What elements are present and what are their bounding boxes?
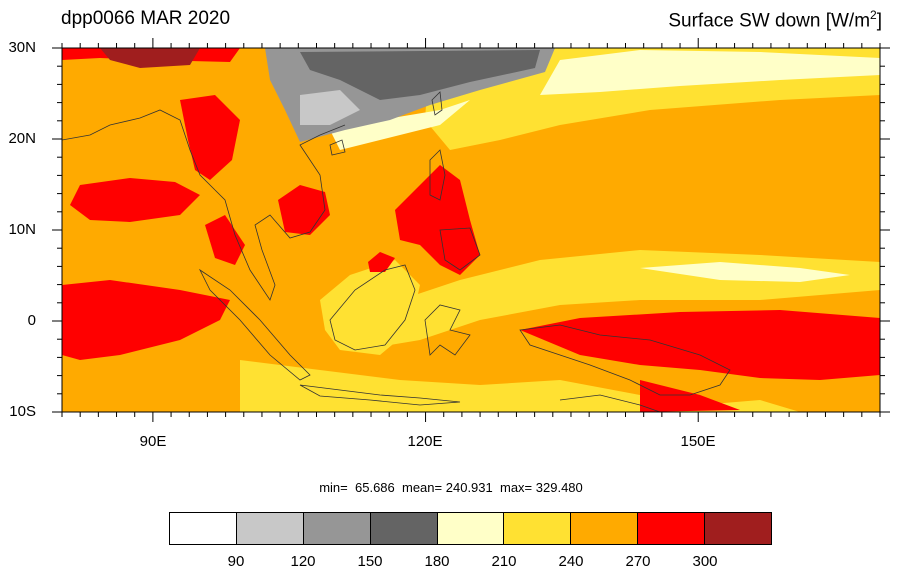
- coast-sumatra: [198, 268, 311, 381]
- colorbar-swatch: [370, 513, 438, 544]
- coast-sulawesi: [424, 304, 471, 356]
- field-red-burma: [180, 95, 240, 180]
- lon-label-150e: 150E: [680, 433, 716, 450]
- title-right-main: Surface SW down [W/m: [668, 10, 871, 32]
- colorbar: [169, 512, 772, 545]
- x-ticks-bottom: [61, 412, 881, 422]
- stat-mean-label: mean=: [402, 480, 443, 495]
- coast-india: [62, 109, 216, 191]
- lat-label-20n: 20N: [8, 130, 36, 147]
- field-band-paleyellow-ne: [540, 50, 880, 95]
- stat-min-label: min=: [319, 480, 348, 495]
- stat-max-value: 329.480: [535, 480, 583, 495]
- axis-ticks: [52, 38, 890, 422]
- x-ticks-top: [61, 38, 881, 48]
- stat-mean-value: 240.931: [445, 480, 493, 495]
- colorbar-swatch: [170, 513, 237, 544]
- field-red-philippines: [395, 165, 480, 275]
- coast-hainan: [329, 139, 346, 156]
- map-field: [62, 48, 880, 412]
- lat-label-30n: 30N: [8, 39, 36, 56]
- colorbar-swatch: [504, 513, 572, 544]
- coast-australia: [559, 394, 661, 412]
- title-right-superscript: 2: [870, 8, 877, 22]
- stat-min-value: 65.686: [355, 480, 395, 495]
- lat-label-0: 0: [27, 312, 36, 329]
- lat-label-10s: 10S: [9, 403, 36, 420]
- field-darkgray-china: [300, 50, 540, 100]
- plot-title-right: Surface SW down [W/m2]: [668, 8, 882, 32]
- coast-philippines-mindanao: [439, 227, 481, 271]
- lon-label-120e: 120E: [407, 433, 443, 450]
- field-band-paleyellow-china: [330, 100, 470, 150]
- colorbar-label: 300: [692, 553, 718, 570]
- colorbar-label: 120: [290, 553, 316, 570]
- field-darkred-nw: [100, 48, 200, 68]
- field-red-cambodia: [278, 185, 330, 235]
- coast-philippines-luzon: [429, 149, 446, 201]
- field-red-west-indian-ocean: [62, 280, 230, 360]
- colorbar-swatch: [571, 513, 639, 544]
- plot-title-left: dpp0066 MAR 2020: [61, 8, 231, 29]
- field-statistics: min= 65.686 mean= 240.931 max= 329.480: [0, 480, 902, 495]
- coastlines: [62, 91, 731, 412]
- colorbar-label: 210: [491, 553, 517, 570]
- y-ticks-right: [880, 47, 890, 413]
- colorbar-label: 90: [227, 553, 245, 570]
- coast-indochina: [214, 124, 346, 301]
- coast-new-guinea: [519, 324, 731, 396]
- field-red-bay-of-bengal: [70, 178, 200, 222]
- colorbar-label: 180: [424, 553, 450, 570]
- colorbar-swatch: [236, 513, 304, 544]
- y-ticks-left: [52, 47, 62, 413]
- field-red-thailand: [205, 215, 245, 265]
- field-band-yellow-borneo: [320, 260, 420, 355]
- field-red-borneo-n: [368, 252, 395, 272]
- field-red-png-south: [640, 380, 740, 412]
- colorbar-swatch: [437, 513, 505, 544]
- stat-max-label: max=: [499, 480, 533, 495]
- title-right-end: ]: [876, 10, 882, 32]
- colorbar-label: 150: [357, 553, 383, 570]
- coast-taiwan: [431, 91, 443, 116]
- coast-java: [299, 384, 461, 406]
- colorbar-swatch: [638, 513, 706, 544]
- colorbar-label: 270: [625, 553, 651, 570]
- lon-label-90e: 90E: [139, 433, 167, 450]
- field-lightgray-china: [300, 90, 360, 125]
- field-red-new-guinea: [520, 310, 880, 380]
- colorbar-label: 240: [558, 553, 584, 570]
- colorbar-swatch: [303, 513, 371, 544]
- field-band-paleyellow-east: [640, 262, 850, 282]
- lat-label-10n: 10N: [8, 221, 36, 238]
- coast-borneo: [329, 264, 416, 351]
- colorbar-swatch: [705, 513, 772, 544]
